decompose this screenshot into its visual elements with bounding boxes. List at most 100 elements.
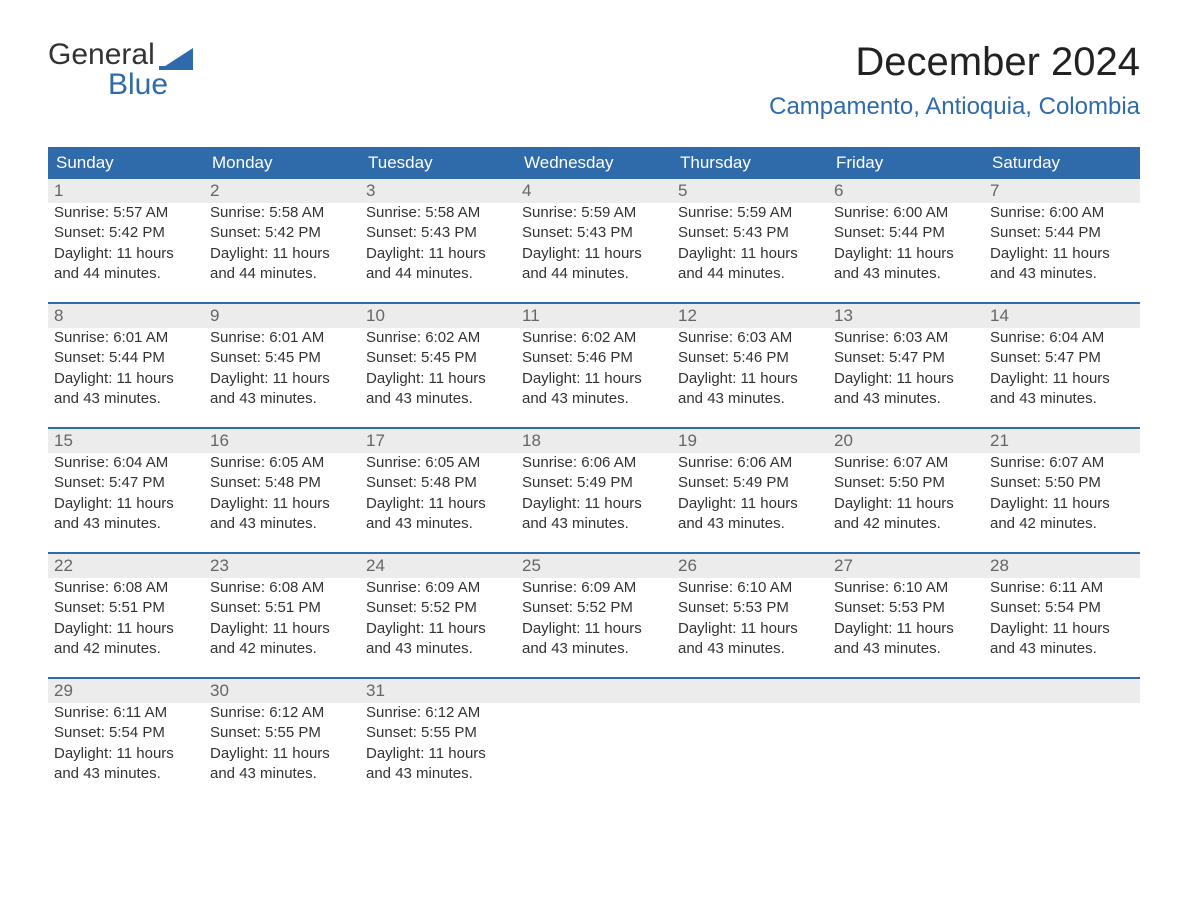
day-cell: Sunrise: 6:03 AMSunset: 5:46 PMDaylight:… xyxy=(672,328,828,409)
day-d1: Daylight: 11 hours xyxy=(678,369,822,389)
day-d1: Daylight: 11 hours xyxy=(366,369,510,389)
day-number: 26 xyxy=(672,554,828,578)
day-number: 19 xyxy=(672,429,828,453)
day-d1: Daylight: 11 hours xyxy=(54,369,198,389)
day-sunrise: Sunrise: 6:07 AM xyxy=(834,453,978,473)
brand-text-1: General xyxy=(48,40,155,70)
brand-logo: General Blue xyxy=(48,40,193,100)
calendar-grid: SundayMondayTuesdayWednesdayThursdayFrid… xyxy=(48,147,1140,784)
day-d1: Daylight: 11 hours xyxy=(54,744,198,764)
month-title: December 2024 xyxy=(769,40,1140,85)
day-cell xyxy=(828,703,984,784)
day-number: 17 xyxy=(360,429,516,453)
day-number: 7 xyxy=(984,179,1140,203)
day-d2: and 43 minutes. xyxy=(834,264,978,284)
day-d1: Daylight: 11 hours xyxy=(210,369,354,389)
day-sunrise: Sunrise: 6:00 AM xyxy=(990,203,1134,223)
day-cell: Sunrise: 6:05 AMSunset: 5:48 PMDaylight:… xyxy=(204,453,360,534)
day-d2: and 43 minutes. xyxy=(210,514,354,534)
day-sunrise: Sunrise: 6:01 AM xyxy=(54,328,198,348)
day-sunset: Sunset: 5:55 PM xyxy=(210,723,354,743)
title-block: December 2024 Campamento, Antioquia, Col… xyxy=(769,40,1140,121)
day-sunset: Sunset: 5:43 PM xyxy=(522,223,666,243)
day-sunset: Sunset: 5:49 PM xyxy=(522,473,666,493)
day-cell: Sunrise: 6:07 AMSunset: 5:50 PMDaylight:… xyxy=(828,453,984,534)
day-sunset: Sunset: 5:53 PM xyxy=(678,598,822,618)
day-sunset: Sunset: 5:51 PM xyxy=(210,598,354,618)
day-sunset: Sunset: 5:47 PM xyxy=(990,348,1134,368)
day-d2: and 42 minutes. xyxy=(834,514,978,534)
day-d1: Daylight: 11 hours xyxy=(54,619,198,639)
day-sunset: Sunset: 5:53 PM xyxy=(834,598,978,618)
day-d1: Daylight: 11 hours xyxy=(990,619,1134,639)
day-cell: Sunrise: 6:09 AMSunset: 5:52 PMDaylight:… xyxy=(516,578,672,659)
day-d2: and 44 minutes. xyxy=(522,264,666,284)
day-sunset: Sunset: 5:54 PM xyxy=(990,598,1134,618)
day-d1: Daylight: 11 hours xyxy=(522,244,666,264)
day-sunset: Sunset: 5:42 PM xyxy=(54,223,198,243)
day-d2: and 43 minutes. xyxy=(210,389,354,409)
day-number: 25 xyxy=(516,554,672,578)
day-d1: Daylight: 11 hours xyxy=(678,619,822,639)
dow-header: Sunday xyxy=(48,147,204,179)
day-d1: Daylight: 11 hours xyxy=(990,494,1134,514)
day-number xyxy=(984,679,1140,703)
day-d1: Daylight: 11 hours xyxy=(834,244,978,264)
day-number: 4 xyxy=(516,179,672,203)
day-d1: Daylight: 11 hours xyxy=(522,494,666,514)
day-number: 2 xyxy=(204,179,360,203)
day-d2: and 43 minutes. xyxy=(990,639,1134,659)
day-cell: Sunrise: 6:06 AMSunset: 5:49 PMDaylight:… xyxy=(672,453,828,534)
dow-header: Wednesday xyxy=(516,147,672,179)
day-d1: Daylight: 11 hours xyxy=(210,494,354,514)
day-sunset: Sunset: 5:43 PM xyxy=(366,223,510,243)
day-cell: Sunrise: 6:05 AMSunset: 5:48 PMDaylight:… xyxy=(360,453,516,534)
day-sunrise: Sunrise: 6:08 AM xyxy=(210,578,354,598)
day-sunset: Sunset: 5:47 PM xyxy=(54,473,198,493)
day-sunset: Sunset: 5:55 PM xyxy=(366,723,510,743)
day-sunrise: Sunrise: 6:03 AM xyxy=(834,328,978,348)
day-d2: and 43 minutes. xyxy=(522,639,666,659)
day-d1: Daylight: 11 hours xyxy=(210,244,354,264)
day-number: 22 xyxy=(48,554,204,578)
day-d2: and 43 minutes. xyxy=(54,764,198,784)
day-sunset: Sunset: 5:44 PM xyxy=(834,223,978,243)
day-number: 21 xyxy=(984,429,1140,453)
day-number: 18 xyxy=(516,429,672,453)
day-d1: Daylight: 11 hours xyxy=(366,244,510,264)
flag-icon xyxy=(159,48,193,70)
day-sunset: Sunset: 5:47 PM xyxy=(834,348,978,368)
day-d2: and 43 minutes. xyxy=(366,389,510,409)
day-number: 1 xyxy=(48,179,204,203)
day-sunrise: Sunrise: 6:05 AM xyxy=(366,453,510,473)
day-cell: Sunrise: 6:00 AMSunset: 5:44 PMDaylight:… xyxy=(828,203,984,284)
day-number: 23 xyxy=(204,554,360,578)
day-sunrise: Sunrise: 6:09 AM xyxy=(366,578,510,598)
day-sunrise: Sunrise: 5:59 AM xyxy=(678,203,822,223)
day-cell: Sunrise: 6:10 AMSunset: 5:53 PMDaylight:… xyxy=(828,578,984,659)
day-sunset: Sunset: 5:44 PM xyxy=(54,348,198,368)
dow-header: Friday xyxy=(828,147,984,179)
day-cell: Sunrise: 6:00 AMSunset: 5:44 PMDaylight:… xyxy=(984,203,1140,284)
day-sunrise: Sunrise: 6:12 AM xyxy=(366,703,510,723)
day-cell: Sunrise: 6:10 AMSunset: 5:53 PMDaylight:… xyxy=(672,578,828,659)
day-d1: Daylight: 11 hours xyxy=(522,369,666,389)
day-d1: Daylight: 11 hours xyxy=(834,369,978,389)
day-cell: Sunrise: 6:01 AMSunset: 5:44 PMDaylight:… xyxy=(48,328,204,409)
day-d2: and 43 minutes. xyxy=(54,514,198,534)
day-d1: Daylight: 11 hours xyxy=(678,244,822,264)
day-sunset: Sunset: 5:46 PM xyxy=(678,348,822,368)
day-number: 10 xyxy=(360,304,516,328)
day-sunset: Sunset: 5:45 PM xyxy=(210,348,354,368)
day-d1: Daylight: 11 hours xyxy=(366,619,510,639)
day-number: 27 xyxy=(828,554,984,578)
day-sunrise: Sunrise: 5:57 AM xyxy=(54,203,198,223)
day-d1: Daylight: 11 hours xyxy=(990,244,1134,264)
day-cell xyxy=(672,703,828,784)
day-d2: and 44 minutes. xyxy=(54,264,198,284)
day-cell: Sunrise: 6:12 AMSunset: 5:55 PMDaylight:… xyxy=(360,703,516,784)
day-sunset: Sunset: 5:44 PM xyxy=(990,223,1134,243)
day-sunrise: Sunrise: 6:08 AM xyxy=(54,578,198,598)
day-number: 14 xyxy=(984,304,1140,328)
day-d1: Daylight: 11 hours xyxy=(990,369,1134,389)
